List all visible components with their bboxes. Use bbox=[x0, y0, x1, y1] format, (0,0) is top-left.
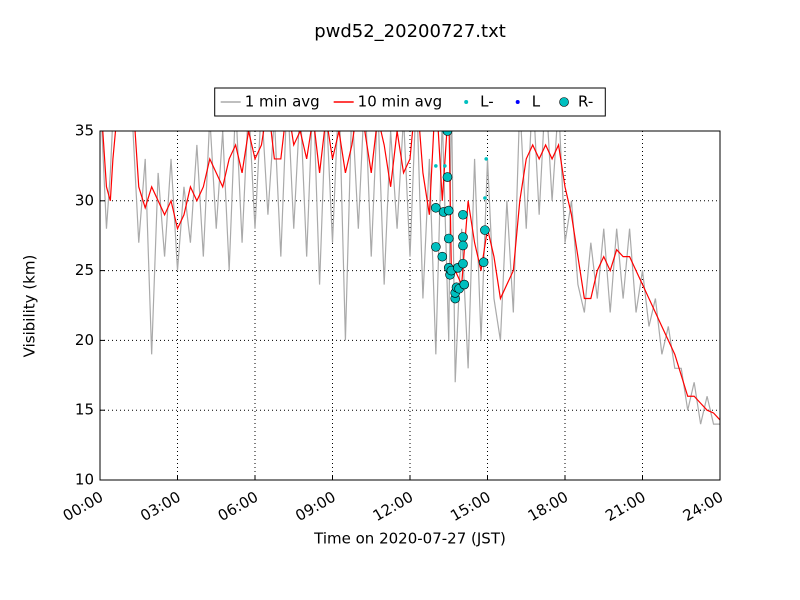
marker-point bbox=[434, 164, 438, 168]
y-tick-label: 35 bbox=[75, 122, 94, 140]
marker-point bbox=[442, 172, 453, 182]
legend-item: L- bbox=[464, 93, 494, 111]
series-line bbox=[102, 131, 720, 421]
legend-label: R- bbox=[578, 93, 593, 111]
x-axis-label: Time on 2020-07-27 (JST) bbox=[313, 530, 506, 548]
y-tick-label: 15 bbox=[75, 401, 94, 419]
marker-point bbox=[443, 164, 447, 168]
chart-title: pwd52_20200727.txt bbox=[314, 21, 506, 42]
legend-item: 10 min avg bbox=[333, 93, 443, 111]
legend-swatch bbox=[515, 100, 520, 104]
y-tick-label: 25 bbox=[75, 261, 94, 279]
marker-point bbox=[484, 157, 489, 161]
marker-point bbox=[431, 242, 441, 252]
legend-item: 1 min avg bbox=[220, 93, 320, 111]
marker-point bbox=[431, 202, 441, 213]
marker-point bbox=[458, 240, 468, 251]
marker-point bbox=[458, 232, 468, 242]
marker-point bbox=[443, 233, 454, 244]
legend-swatch bbox=[559, 97, 569, 107]
y-axis-label: Visibility (km) bbox=[21, 255, 39, 358]
y-tick-label: 10 bbox=[75, 471, 94, 489]
y-tick-label: 20 bbox=[75, 331, 94, 349]
marker-point bbox=[459, 279, 470, 290]
legend-label: 1 min avg bbox=[245, 93, 320, 111]
y-tick-label: 30 bbox=[75, 191, 94, 209]
marker-point bbox=[437, 251, 448, 262]
marker-point bbox=[442, 131, 453, 136]
legend-label: L- bbox=[480, 93, 494, 111]
plot-area bbox=[101, 131, 720, 425]
legend: 1 min avg 10 min avg L- L R- bbox=[214, 87, 606, 117]
marker-point bbox=[458, 258, 468, 269]
legend-label: L bbox=[532, 93, 541, 111]
legend-swatch bbox=[464, 100, 469, 104]
marker-point bbox=[483, 196, 487, 200]
marker-point bbox=[480, 225, 490, 235]
legend-label: 10 min avg bbox=[358, 93, 443, 111]
marker-point bbox=[458, 209, 468, 220]
legend-box bbox=[214, 87, 606, 117]
marker-point bbox=[478, 257, 489, 268]
legend-item: R- bbox=[559, 93, 593, 111]
legend-item: L bbox=[515, 93, 541, 111]
marker-point bbox=[443, 205, 454, 216]
